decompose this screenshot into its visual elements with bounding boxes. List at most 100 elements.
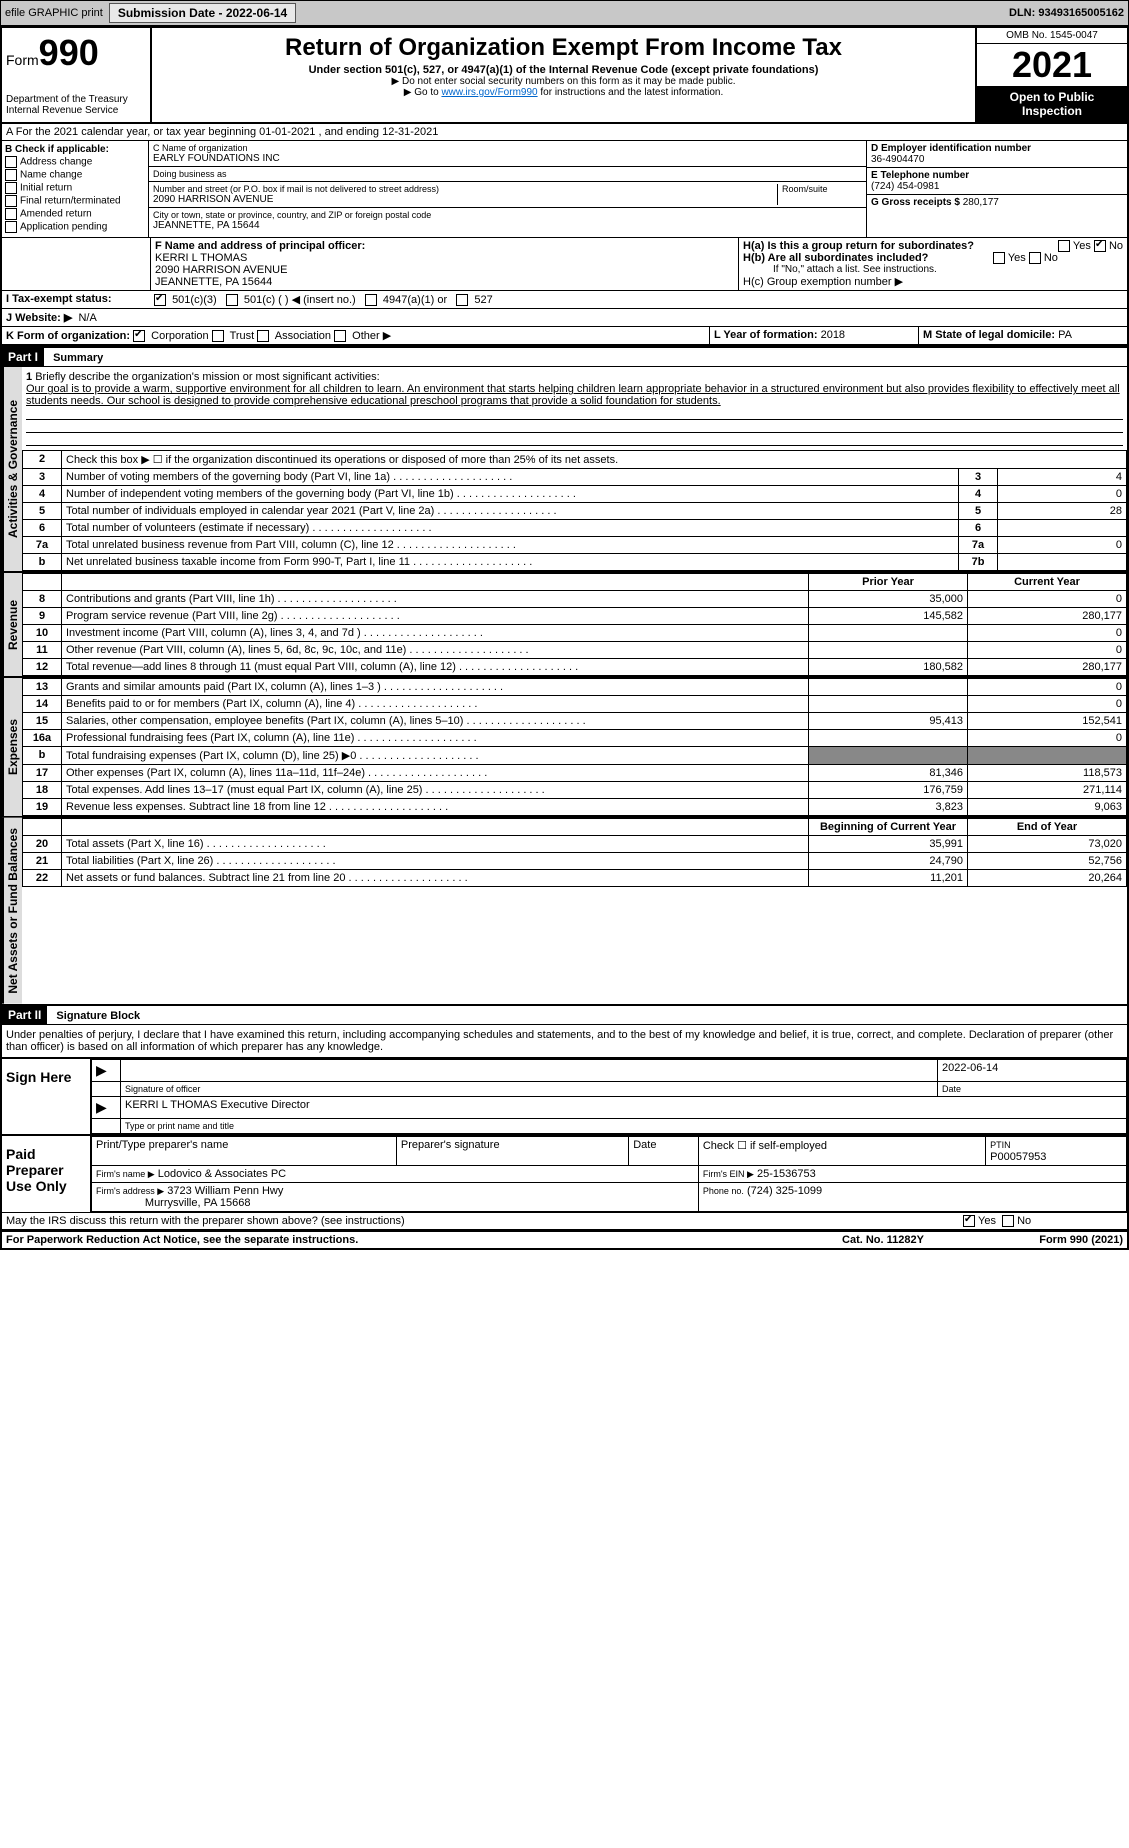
- tab-expenses: Expenses: [2, 678, 22, 816]
- phone-value: (724) 454-0981: [871, 181, 1123, 192]
- row-I: I Tax-exempt status: 501(c)(3) 501(c) ( …: [2, 291, 1127, 309]
- part1-title: Summary: [47, 352, 103, 364]
- dept-treasury: Department of the Treasury: [6, 94, 146, 105]
- prep-sig-label: Preparer's signature: [396, 1136, 628, 1165]
- chk-initial-return[interactable]: Initial return: [5, 182, 145, 194]
- tab-governance: Activities & Governance: [2, 367, 22, 571]
- firm-phone-label: Phone no.: [703, 1186, 744, 1196]
- chk-corporation[interactable]: [133, 330, 145, 342]
- gross-label: G Gross receipts $: [871, 197, 960, 208]
- row-J: J Website: ▶ N/A: [2, 309, 1127, 327]
- firm-addr2: Murrysville, PA 15668: [145, 1197, 251, 1209]
- form-footer: Form 990 (2021): [963, 1234, 1123, 1246]
- dba-label: Doing business as: [153, 169, 862, 179]
- revenue-table: Prior YearCurrent Year8Contributions and…: [22, 573, 1127, 676]
- street-label: Number and street (or P.O. box if mail i…: [153, 184, 777, 194]
- irs-link[interactable]: www.irs.gov/Form990: [441, 87, 537, 98]
- part2-title: Signature Block: [50, 1010, 140, 1022]
- section-governance: Activities & Governance 1 Briefly descri…: [2, 367, 1127, 571]
- room-label: Room/suite: [782, 184, 862, 194]
- K-label: K Form of organization:: [6, 330, 130, 342]
- city-label: City or town, state or province, country…: [153, 210, 862, 220]
- mission-text: Our goal is to provide a warm, supportiv…: [26, 383, 1120, 407]
- row-F-H: F Name and address of principal officer:…: [2, 238, 1127, 291]
- part2-header-row: Part II Signature Block: [2, 1004, 1127, 1025]
- col-C-org-info: C Name of organization EARLY FOUNDATIONS…: [149, 141, 866, 237]
- top-bar: efile GRAPHIC print Submission Date - 20…: [0, 0, 1129, 26]
- org-name-label: C Name of organization: [153, 143, 862, 153]
- prep-date-label: Date: [629, 1136, 699, 1165]
- cat-no: Cat. No. 11282Y: [803, 1234, 963, 1246]
- signature-field[interactable]: [121, 1059, 938, 1081]
- chk-irs-yes[interactable]: [963, 1215, 975, 1227]
- form-header: Form990 Department of the Treasury Inter…: [2, 28, 1127, 124]
- efile-label: efile GRAPHIC print: [5, 7, 103, 19]
- website-value: N/A: [78, 312, 96, 324]
- sig-officer-label: Signature of officer: [121, 1081, 938, 1096]
- check-self-label: Check ☐ if self-employed: [698, 1136, 985, 1165]
- chk-amended-return[interactable]: Amended return: [5, 208, 145, 220]
- domicile-state: PA: [1058, 329, 1072, 341]
- form-number: Form990: [6, 32, 146, 74]
- chk-trust[interactable]: [212, 330, 224, 342]
- col-B-checkboxes: B Check if applicable: Address change Na…: [2, 141, 149, 237]
- chk-application-pending[interactable]: Application pending: [5, 221, 145, 233]
- q1-label: Briefly describe the organization's miss…: [35, 371, 379, 383]
- submission-date-button[interactable]: Submission Date - 2022-06-14: [109, 3, 296, 23]
- omb-number: OMB No. 1545-0047: [977, 28, 1127, 44]
- netassets-table: Beginning of Current YearEnd of Year20To…: [22, 818, 1127, 887]
- irs-label: Internal Revenue Service: [6, 105, 146, 116]
- section-netassets: Net Assets or Fund Balances Beginning of…: [2, 816, 1127, 1004]
- firm-addr-label: Firm's address ▶: [96, 1186, 164, 1196]
- tax-year: 2021: [977, 44, 1127, 86]
- prep-name-label: Print/Type preparer's name: [92, 1136, 397, 1165]
- governance-table: 2Check this box ▶ ☐ if the organization …: [22, 450, 1127, 571]
- section-identity: B Check if applicable: Address change Na…: [2, 141, 1127, 238]
- firm-phone: (724) 325-1099: [747, 1185, 822, 1197]
- phone-label: E Telephone number: [871, 170, 1123, 181]
- chk-final-return[interactable]: Final return/terminated: [5, 195, 145, 207]
- I-label: I Tax-exempt status:: [6, 293, 112, 305]
- chk-other[interactable]: [334, 330, 346, 342]
- may-irs-label: May the IRS discuss this return with the…: [2, 1213, 959, 1229]
- footer: For Paperwork Reduction Act Notice, see …: [2, 1230, 1127, 1248]
- street-value: 2090 HARRISON AVENUE: [153, 194, 777, 205]
- form-title: Return of Organization Exempt From Incom…: [156, 34, 971, 62]
- city-value: JEANNETTE, PA 15644: [153, 220, 862, 231]
- F-label: F Name and address of principal officer:: [155, 240, 734, 252]
- goto-note: ▶ Go to www.irs.gov/Form990 for instruct…: [156, 87, 971, 98]
- chk-irs-no[interactable]: [1002, 1215, 1014, 1227]
- ssn-note: ▶ Do not enter social security numbers o…: [156, 76, 971, 87]
- org-name: EARLY FOUNDATIONS INC: [153, 153, 862, 164]
- ein-value: 36-4904470: [871, 154, 1123, 165]
- q1-num: 1: [26, 371, 32, 383]
- firm-addr1: 3723 William Penn Hwy: [167, 1185, 283, 1197]
- chk-501c[interactable]: [226, 294, 238, 306]
- sign-here-label: Sign Here: [2, 1059, 91, 1134]
- ein-label: D Employer identification number: [871, 143, 1123, 154]
- part2-badge: Part II: [2, 1006, 47, 1024]
- chk-association[interactable]: [257, 330, 269, 342]
- chk-501c3[interactable]: [154, 294, 166, 306]
- M-label: M State of legal domicile:: [923, 329, 1055, 341]
- chk-527[interactable]: [456, 294, 468, 306]
- chk-4947[interactable]: [365, 294, 377, 306]
- officer-typed-name: KERRI L THOMAS Executive Director: [121, 1096, 1127, 1118]
- arrow-icon: ▶: [96, 1099, 107, 1115]
- arrow-icon: ▶: [96, 1062, 107, 1078]
- Hb-note: If "No," attach a list. See instructions…: [743, 264, 1123, 275]
- ptin-value: P00057953: [990, 1151, 1046, 1163]
- chk-address-change[interactable]: Address change: [5, 156, 145, 168]
- gross-value: 280,177: [963, 197, 999, 208]
- L-label: L Year of formation:: [714, 329, 818, 341]
- may-irs-row: May the IRS discuss this return with the…: [2, 1212, 1127, 1230]
- line-A: A For the 2021 calendar year, or tax yea…: [2, 124, 1127, 141]
- form-subtitle: Under section 501(c), 527, or 4947(a)(1)…: [156, 64, 971, 76]
- Hb-row: H(b) Are all subordinates included? Yes …: [743, 252, 1123, 264]
- sig-date: 2022-06-14: [938, 1059, 1127, 1081]
- formation-year: 2018: [821, 329, 845, 341]
- firm-name: Lodovico & Associates PC: [158, 1168, 286, 1180]
- tab-revenue: Revenue: [2, 573, 22, 676]
- signature-block: Sign Here ▶ 2022-06-14 Signature of offi…: [2, 1057, 1127, 1212]
- chk-name-change[interactable]: Name change: [5, 169, 145, 181]
